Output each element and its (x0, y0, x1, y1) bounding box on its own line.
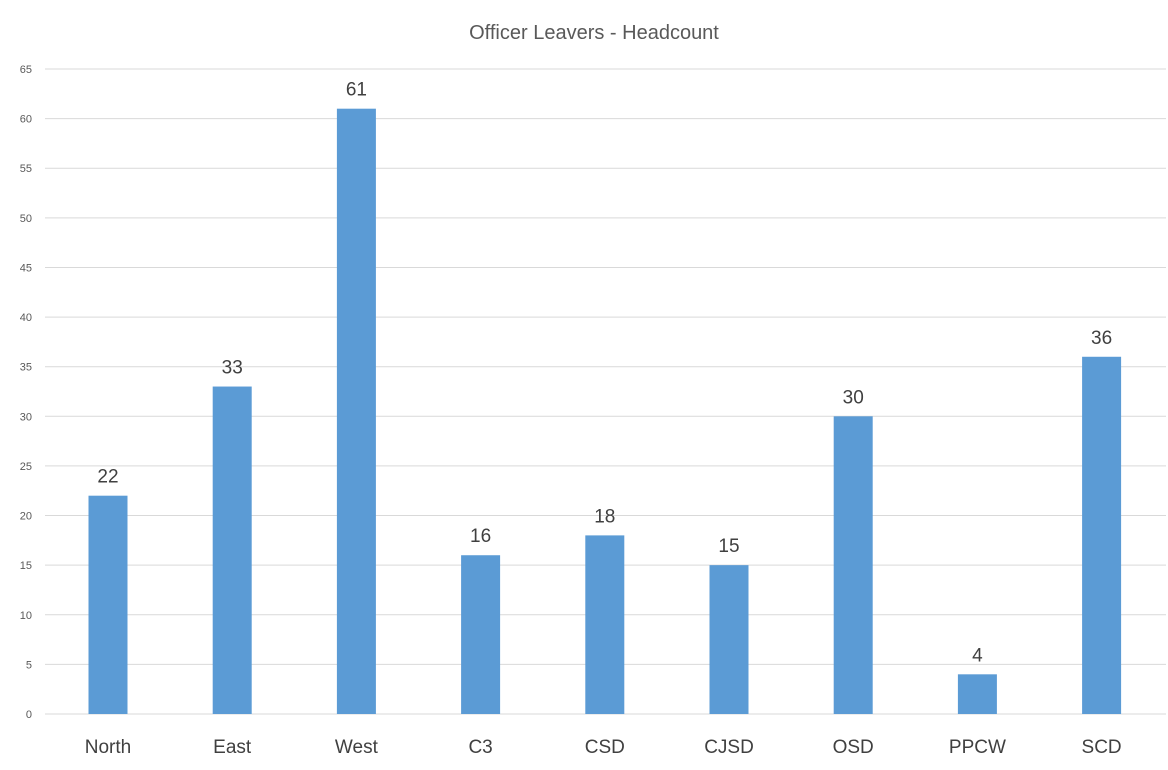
bar-scd (1082, 356, 1122, 714)
y-tick-label: 10 (20, 610, 32, 622)
y-tick-label: 25 (20, 461, 32, 473)
data-label: 61 (346, 80, 367, 101)
bar-west (336, 108, 376, 714)
chart-title: Officer Leavers - Headcount (469, 22, 719, 44)
bar-east (212, 386, 252, 714)
data-label: 4 (972, 645, 983, 666)
x-category-label: North (85, 737, 131, 758)
data-label: 16 (470, 526, 491, 547)
x-category-label: SCD (1082, 737, 1122, 758)
x-category-label: PPCW (949, 737, 1006, 758)
data-label: 30 (843, 387, 864, 408)
bar-ppcw (957, 674, 997, 714)
bar-osd (833, 416, 873, 714)
x-category-label: East (213, 737, 252, 758)
x-axis-categories: North East West C3 CSD CJSD OSD PPCW SCD (85, 737, 1122, 758)
y-tick-label: 0 (26, 709, 32, 721)
data-label: 22 (97, 467, 118, 488)
y-tick-label: 20 (20, 511, 32, 523)
bar-c3 (461, 555, 501, 714)
y-tick-label: 60 (20, 114, 32, 126)
y-tick-label: 35 (20, 362, 32, 374)
bar-north (88, 495, 128, 714)
x-category-label: OSD (833, 737, 874, 758)
x-category-label: CSD (585, 737, 625, 758)
y-tick-label: 45 (20, 262, 32, 274)
x-category-label: West (335, 737, 379, 758)
y-tick-label: 50 (20, 213, 32, 225)
x-category-label: C3 (468, 737, 492, 758)
data-labels: 22 33 61 16 18 15 30 4 36 (97, 80, 1112, 667)
bar-csd (585, 535, 625, 714)
bars (88, 108, 1122, 714)
x-category-label: CJSD (704, 737, 754, 758)
y-tick-label: 30 (20, 411, 32, 423)
bar-cjsd (709, 565, 749, 714)
y-axis-ticks: 0 5 10 15 20 25 30 35 40 45 50 55 60 65 (20, 64, 32, 721)
data-label: 18 (594, 506, 615, 527)
y-tick-label: 55 (20, 163, 32, 175)
data-label: 15 (718, 536, 739, 557)
data-label: 33 (222, 358, 243, 379)
data-label: 36 (1091, 328, 1112, 349)
y-tick-label: 5 (26, 659, 32, 671)
y-tick-label: 15 (20, 560, 32, 572)
y-tick-label: 65 (20, 64, 32, 76)
y-tick-label: 40 (20, 312, 32, 324)
